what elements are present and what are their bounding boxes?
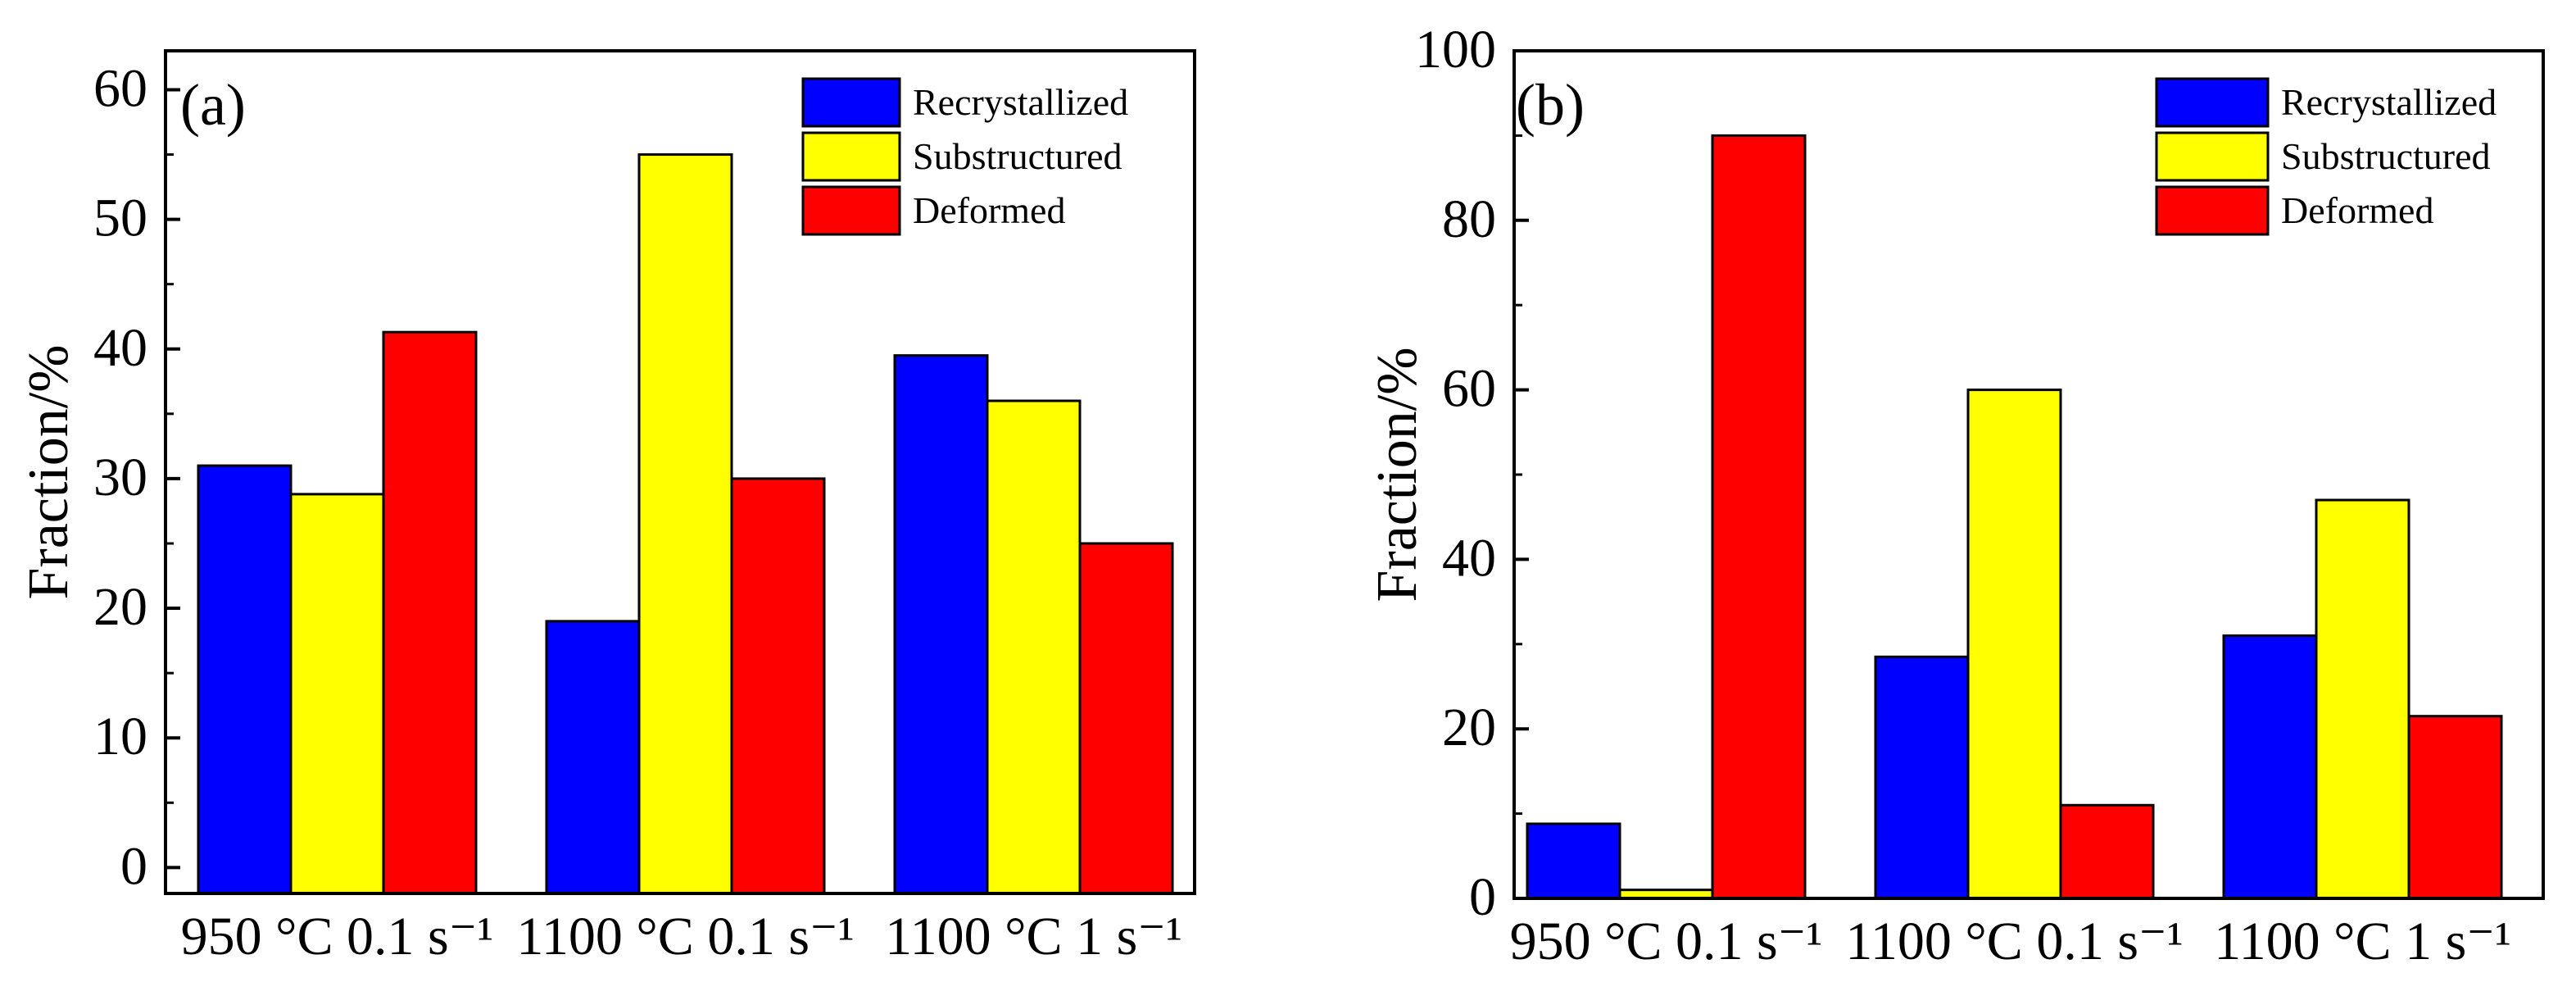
bar-substructured-3 [986, 399, 1082, 895]
y-axis-title: Fraction/% [1366, 347, 1429, 602]
y-tick-label: 100 [1415, 20, 1496, 80]
x-category-label: 1100 °C 0.1 s⁻¹ [1845, 911, 2183, 971]
bar-recrystallized-3 [2222, 634, 2318, 900]
legend: Recrystallized Substructured Deformed [2155, 77, 2497, 236]
bar-deformed-3 [2407, 715, 2503, 900]
bar-deformed-2 [2059, 803, 2155, 900]
chart-panel-b: 0 20 40 60 80 100 950 °C 0.1 s⁻¹ 1100 °C 0.1 s⁻… [1366, 20, 2545, 971]
y-tick-label: 20 [1442, 698, 1496, 757]
y-tick-label: 50 [93, 189, 147, 248]
y-tick-label: 0 [1469, 867, 1496, 927]
x-category-label: 950 °C 0.1 s⁻¹ [1510, 911, 1823, 971]
x-category-label: 1100 °C 1 s⁻¹ [885, 907, 1182, 966]
legend-label-substructured: Substructured [913, 135, 1122, 177]
bar-substructured-1 [289, 493, 385, 895]
bar-substructured-2 [637, 153, 733, 895]
y-tick-label: 20 [93, 577, 147, 637]
legend: Recrystallized Substructured Deformed [801, 77, 1128, 236]
x-category-label: 950 °C 0.1 s⁻¹ [181, 907, 494, 966]
x-category-label: 1100 °C 0.1 s⁻¹ [516, 907, 854, 966]
panel-label: (a) [180, 72, 246, 138]
legend-label-substructured: Substructured [2281, 135, 2491, 177]
bar-deformed-2 [730, 477, 826, 895]
legend-swatch-recrystallized [2155, 77, 2270, 128]
legend-swatch-substructured [2155, 131, 2270, 182]
y-tick-label: 80 [1442, 189, 1496, 249]
y-tick-label: 10 [93, 707, 147, 766]
legend-label-recrystallized: Recrystallized [2281, 81, 2497, 123]
y-tick-label: 40 [93, 318, 147, 378]
legend-label-deformed: Deformed [2281, 189, 2433, 231]
y-tick-label: 30 [93, 448, 147, 507]
legend-swatch-substructured [801, 131, 901, 182]
bar-deformed-1 [1711, 134, 1807, 900]
legend-swatch-deformed [2155, 185, 2270, 236]
y-tick-label: 40 [1442, 528, 1496, 588]
y-tick-label: 0 [120, 836, 147, 896]
bar-recrystallized-2 [545, 620, 641, 895]
bar-deformed-3 [1078, 542, 1174, 895]
bar-recrystallized-1 [1526, 822, 1621, 900]
legend-swatch-deformed [801, 185, 901, 236]
y-axis-title: Fraction/% [17, 344, 80, 599]
bar-substructured-2 [1966, 389, 2062, 900]
legend-swatch-recrystallized [801, 77, 901, 128]
legend-label-recrystallized: Recrystallized [913, 81, 1128, 123]
x-category-label: 1100 °C 1 s⁻¹ [2214, 911, 2511, 971]
y-tick-label: 60 [1442, 359, 1496, 419]
y-tick-label: 60 [93, 58, 147, 118]
bar-recrystallized-3 [893, 354, 989, 895]
bar-substructured-3 [2315, 498, 2410, 900]
bar-recrystallized-1 [197, 464, 293, 895]
legend-label-deformed: Deformed [913, 189, 1065, 231]
bar-recrystallized-2 [1874, 655, 1970, 900]
plot-frame [164, 49, 1196, 895]
chart-panel-a: 0 10 20 30 40 50 60 950 °C 0.1 s⁻¹ 1100 °C 0.1 s… [17, 49, 1196, 966]
panel-label: (b) [1516, 72, 1585, 138]
bar-deformed-1 [382, 330, 478, 895]
